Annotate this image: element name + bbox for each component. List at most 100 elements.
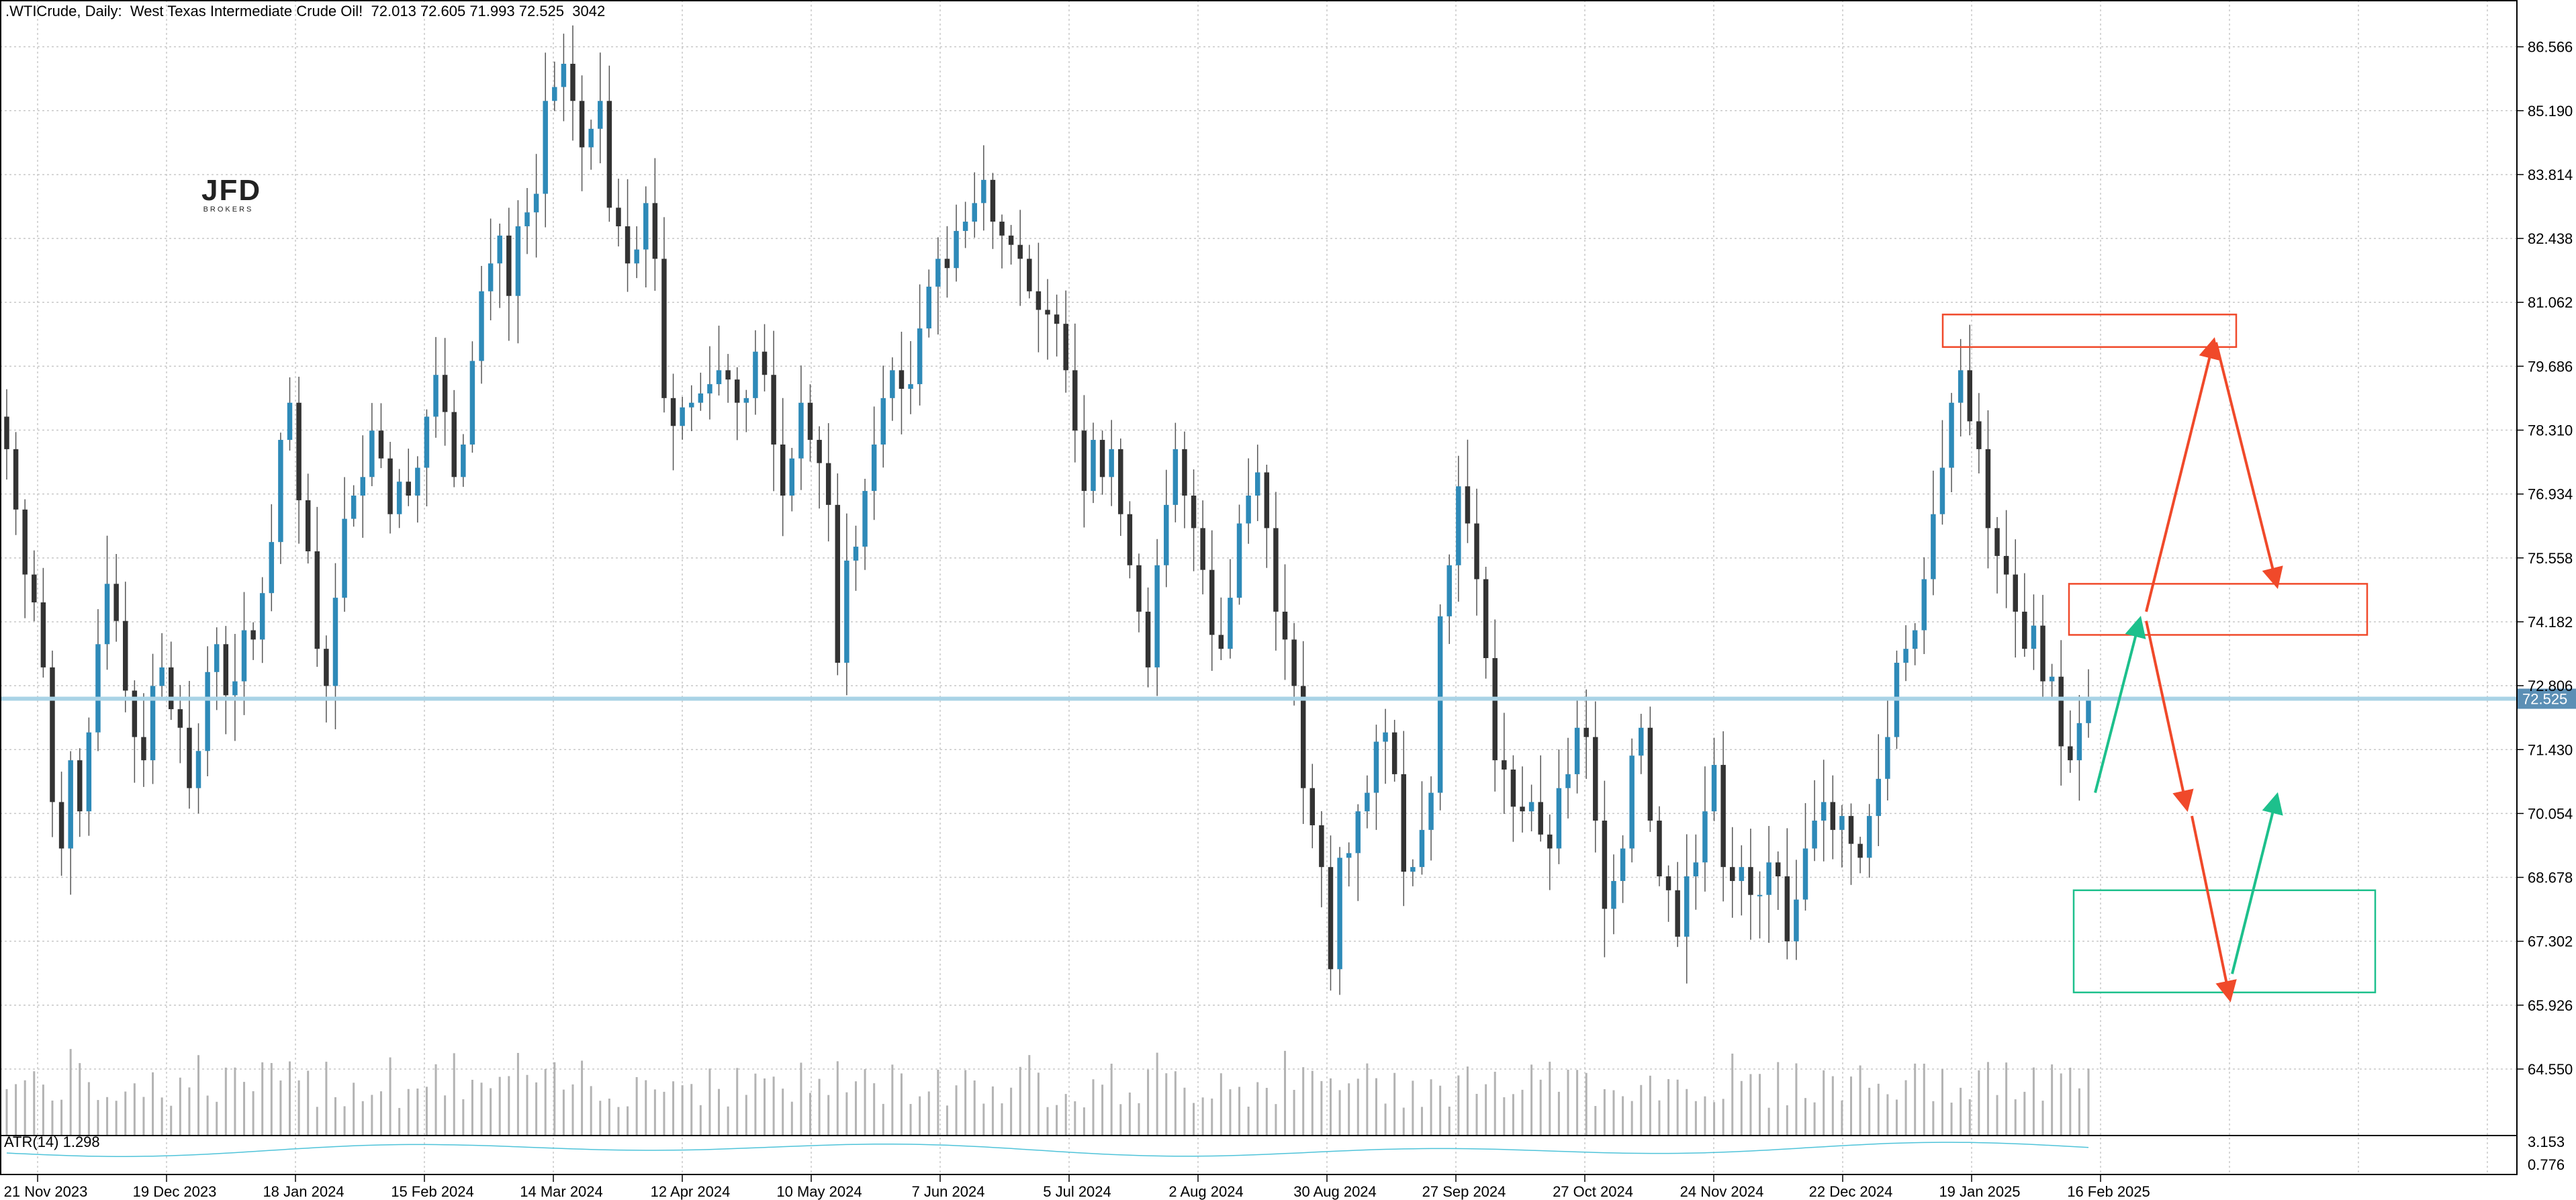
chart-frame (0, 0, 2518, 1175)
candle-bear (1583, 727, 1589, 737)
arrow-up-green-2 (2231, 792, 2283, 974)
candle-bear (2058, 676, 2064, 747)
candle-bull (1711, 765, 1717, 812)
candle-bull (1410, 867, 1416, 872)
candle-bear (296, 402, 302, 500)
arrow-up-green (2094, 615, 2146, 794)
candle-bear (1848, 816, 1854, 844)
candle-bull (1629, 755, 1635, 849)
candle-bear (378, 430, 384, 459)
candle-bear (1264, 472, 1270, 528)
candle-bear (177, 709, 183, 728)
candle-bear (625, 226, 631, 264)
candle-bull (798, 402, 804, 459)
candle-bull (86, 732, 92, 812)
candle-bear (22, 509, 28, 575)
candle-bear (442, 375, 448, 412)
y-tick-label: 81.062 (2528, 294, 2573, 311)
candle-bull (972, 203, 977, 222)
candle-bull (561, 63, 567, 87)
candle-bull (1456, 486, 1461, 565)
candle-bear (616, 207, 621, 226)
candle-bear (1748, 867, 1753, 895)
candle-bull (853, 547, 859, 561)
candle-bear (944, 259, 950, 269)
candle-bear (13, 449, 19, 510)
candle-bull (1766, 862, 1772, 895)
ohlc-values: 72.013 72.605 71.993 72.525 (371, 3, 565, 19)
candle-bull (917, 328, 923, 385)
atr-scale-label: 0.776 (2528, 1156, 2565, 1173)
candle-bull (1254, 472, 1260, 496)
candle-bull (962, 222, 968, 231)
x-tick-label: 22 Dec 2024 (1809, 1183, 1893, 1200)
atr-scale-label: 3.153 (2528, 1134, 2565, 1150)
candle-bull (1337, 858, 1342, 970)
candle-bull (1885, 737, 1890, 779)
candle-bear (1985, 449, 1991, 528)
y-tick-label: 82.438 (2528, 230, 2573, 247)
candle-bull (634, 249, 639, 264)
candle-bear (1492, 658, 1498, 761)
candle-bull (396, 481, 402, 514)
candle-bear (132, 690, 138, 737)
candle-bear (1483, 579, 1489, 659)
upper-resistance-zone (1941, 314, 2238, 349)
candle-bull (981, 179, 986, 203)
candle-bull (1419, 829, 1425, 868)
candle-bull (232, 681, 238, 696)
candle-bear (725, 370, 731, 380)
logo-mark: JFD (201, 174, 262, 207)
candle-bull (1164, 504, 1169, 565)
x-tick-label: 15 Feb 2024 (391, 1183, 474, 1200)
candle-bull (1958, 370, 1964, 403)
candle-bear (1319, 825, 1324, 868)
candle-bull (1921, 579, 1927, 631)
x-tick-label: 21 Nov 2023 (4, 1183, 88, 1200)
candle-bull (680, 407, 685, 426)
candle-bear (1538, 802, 1543, 835)
candle-bear (1017, 244, 1023, 259)
candle-bull (716, 370, 722, 385)
candle-bull (415, 467, 420, 496)
candle-bear (314, 551, 320, 649)
x-tick-label: 27 Sep 2024 (1422, 1183, 1506, 1200)
candle-bear (1291, 639, 1297, 686)
candle-bear (1273, 528, 1279, 612)
x-tick-label: 5 Jul 2024 (1043, 1183, 1111, 1200)
candle-bull (1355, 811, 1361, 853)
candle-bear (1391, 732, 1397, 774)
y-tick-label: 70.054 (2528, 805, 2573, 822)
candle-bear (50, 667, 55, 802)
candle-bull (707, 384, 712, 394)
candle-bear (187, 727, 192, 788)
y-tick-label: 64.550 (2528, 1061, 2573, 1078)
candle-bear (1191, 496, 1197, 528)
candle-bear (1099, 440, 1105, 477)
x-tick-label: 2 Aug 2024 (1168, 1183, 1243, 1200)
candle-bull (1556, 788, 1562, 849)
candle-bear (40, 602, 46, 667)
candle-bull (433, 375, 439, 417)
candle-bear (1209, 569, 1215, 635)
candle-bear (1474, 523, 1479, 580)
candle-bull (1091, 440, 1096, 492)
candle-bull (1821, 802, 1827, 821)
y-tick-label: 83.814 (2528, 167, 2573, 183)
x-tick-label: 19 Dec 2023 (133, 1183, 217, 1200)
y-tick-label: 67.302 (2528, 933, 2573, 950)
price-label: 72.525 (2522, 691, 2567, 708)
candle-bull (68, 760, 73, 849)
volume-histogram (5, 1049, 2090, 1135)
candle-bull (1528, 802, 1534, 812)
candle-bull (1949, 402, 1954, 468)
candle-bull (278, 440, 283, 543)
candle-bear (123, 620, 128, 691)
candle-bear (168, 667, 174, 710)
candle-bear (1328, 867, 1334, 970)
y-tick-label: 76.934 (2528, 486, 2573, 503)
candle-bear (1720, 765, 1726, 868)
candle-bear (1127, 514, 1133, 565)
candle-bear (990, 179, 996, 222)
candlestick-series (4, 25, 2091, 995)
